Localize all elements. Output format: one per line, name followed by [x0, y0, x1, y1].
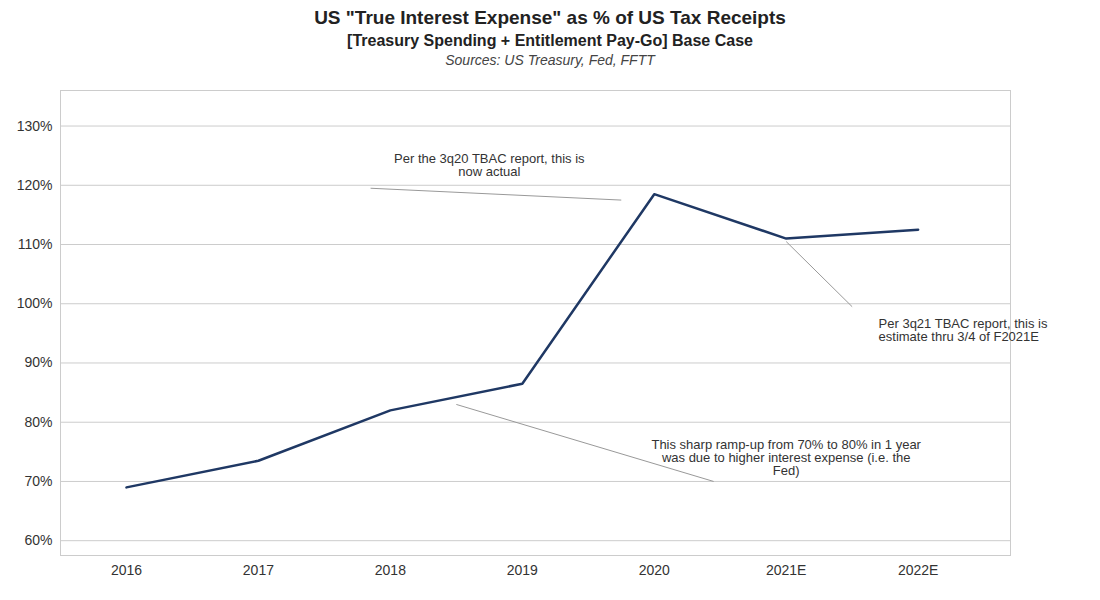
- svg-text:70%: 70%: [24, 473, 52, 489]
- svg-text:Per 3q21 TBAC report, this ise: Per 3q21 TBAC report, this isestimate th…: [879, 316, 1048, 344]
- svg-text:2020: 2020: [639, 562, 670, 578]
- svg-text:Per the 3q20 TBAC report, this: Per the 3q20 TBAC report, this isnow act…: [394, 151, 585, 179]
- svg-text:2018: 2018: [375, 562, 406, 578]
- svg-text:110%: 110%: [18, 236, 53, 252]
- svg-text:2021E: 2021E: [766, 562, 806, 578]
- svg-text:90%: 90%: [24, 354, 52, 370]
- html-text:US "True Interest Expense" as: US "True Interest Expense" as % of US Ta…: [314, 7, 786, 28]
- svg-text:120%: 120%: [17, 177, 53, 193]
- svg-text:2019: 2019: [507, 562, 538, 578]
- svg-text:80%: 80%: [24, 414, 52, 430]
- svg-text:130%: 130%: [17, 118, 53, 134]
- svg-text:60%: 60%: [24, 532, 52, 548]
- svg-text:2016: 2016: [111, 562, 142, 578]
- svg-text:2022E: 2022E: [898, 562, 938, 578]
- svg-text:2017: 2017: [243, 562, 274, 578]
- svg-text:100%: 100%: [17, 295, 53, 311]
- html-text:[Treasury Spending + Entitleme: [Treasury Spending + Entitlement Pay-Go]…: [347, 32, 753, 49]
- svg-text:This sharp ramp-up from 70% to: This sharp ramp-up from 70% to 80% in 1 …: [651, 437, 921, 478]
- html-text:Sources: US Treasury, Fed, FFT: Sources: US Treasury, Fed, FFTT: [445, 52, 655, 68]
